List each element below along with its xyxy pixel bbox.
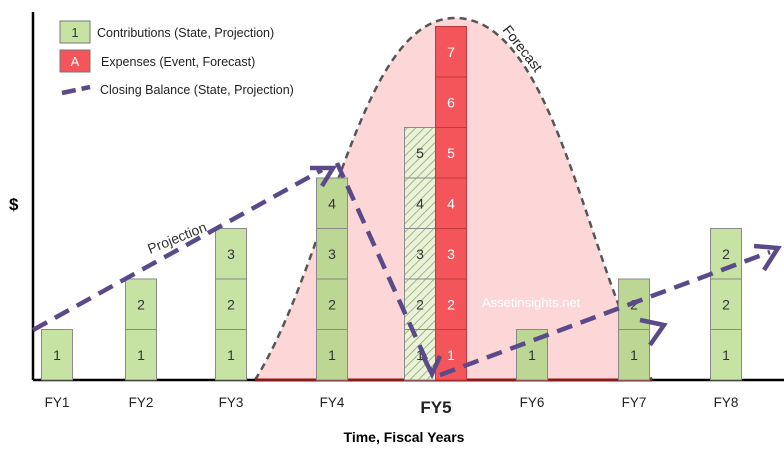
legend-label-closing-balance: Closing Balance (State, Projection): [100, 83, 294, 97]
contribution-block-fy7-1: [618, 329, 650, 381]
expense-label-fy5-6: 6: [447, 94, 455, 110]
expense-label-fy5-1: 1: [447, 347, 455, 363]
contribution-block-fy4-2: [316, 278, 348, 330]
legend-swatch-contributions: [59, 20, 91, 44]
balance-arrowhead-end: [753, 243, 782, 272]
x-tick-fy5: FY5: [420, 398, 451, 417]
balance-arrowhead-drop: [420, 354, 443, 380]
legend-swatch-closing-balance: [61, 84, 91, 96]
x-tick-fy6: FY6: [520, 395, 545, 410]
balance-segment-rise: [31, 168, 324, 332]
legend-label-contributions: Contributions (State, Projection): [97, 26, 274, 40]
x-tick-fy8: FY8: [714, 395, 739, 410]
contribution-label-fy2-1: 1: [137, 347, 145, 363]
legend-swatch-expenses: [59, 49, 91, 73]
contribution-label-fy5-5: 5: [416, 145, 424, 161]
x-tick-fy4: FY4: [320, 395, 345, 410]
contribution-block-fy3-3: [215, 228, 247, 280]
legend-swatch-contributions-text: 1: [71, 25, 78, 40]
x-tick-fy7: FY7: [622, 395, 647, 410]
expense-block-fy5-5: [435, 127, 467, 179]
expense-block-fy5-4: [435, 177, 467, 229]
contribution-label-fy3-3: 3: [227, 246, 235, 262]
contribution-block-fy1-1: [41, 329, 73, 381]
contribution-label-fy1-1: 1: [53, 347, 61, 363]
x-tick-labels: FY1 FY2 FY3 FY4 FY5 FY6 FY7 FY8: [45, 395, 739, 417]
contribution-label-fy4-3: 3: [328, 246, 336, 262]
contribution-block-fy5-5: [404, 127, 436, 179]
contribution-block-fy4-1: [316, 329, 348, 381]
balance-arrowhead-rise: [310, 165, 338, 188]
contribution-label-fy5-2: 2: [416, 296, 424, 312]
x-tick-fy2: FY2: [129, 395, 154, 410]
contribution-block-fy2-2: [125, 278, 157, 330]
contribution-label-fy2-2: 2: [137, 296, 145, 312]
expense-block-fy5-2: [435, 278, 467, 330]
balance-segment-drop: [334, 162, 435, 374]
contribution-label-fy7-1: 1: [630, 347, 638, 363]
balance-segment-recover: [439, 249, 771, 378]
balance-arrowhead-mid: [639, 317, 668, 347]
expense-block-fy5-3: [435, 228, 467, 280]
legend-label-expenses: Expenses (Event, Forecast): [101, 55, 255, 69]
y-axis-title: $: [9, 195, 19, 214]
contribution-block-fy5-2: [404, 278, 436, 330]
expense-label-fy5-4: 4: [447, 195, 455, 211]
contribution-label-fy4-4: 4: [328, 195, 336, 211]
expense-label-fy5-7: 7: [447, 44, 455, 60]
contribution-label-fy5-1: 1: [416, 347, 424, 363]
expense-block-fy5-7: [435, 26, 467, 78]
expense-label-fy5-5: 5: [447, 145, 455, 161]
expense-label-fy5-2: 2: [447, 296, 455, 312]
contribution-block-fy8-2: [710, 278, 742, 330]
contribution-label-fy4-2: 2: [328, 296, 336, 312]
contribution-block-fy5-3: [404, 228, 436, 280]
contribution-label-fy3-2: 2: [227, 296, 235, 312]
x-axis-title: Time, Fiscal Years: [344, 429, 465, 445]
contribution-label-fy8-3: 2: [722, 246, 730, 262]
contribution-label-fy5-4: 4: [416, 195, 424, 211]
bars-layer: 1121231234123451121221234567: [41, 26, 742, 381]
contribution-label-fy8-2: 2: [722, 296, 730, 312]
x-tick-fy3: FY3: [219, 395, 244, 410]
expense-label-fy5-3: 3: [447, 246, 455, 262]
contribution-block-fy4-4: [316, 177, 348, 229]
x-tick-fy1: FY1: [45, 395, 70, 410]
watermark: Assetinsights.net: [482, 295, 581, 310]
contribution-label-fy6-1: 1: [528, 347, 536, 363]
legend-swatch-expenses-text: A: [71, 54, 80, 69]
contribution-label-fy8-1: 1: [722, 347, 730, 363]
contribution-label-fy5-3: 3: [416, 246, 424, 262]
contribution-label-fy4-1: 1: [328, 347, 336, 363]
contribution-label-fy3-1: 1: [227, 347, 235, 363]
closing-balance-lines: [31, 162, 782, 380]
legend: 1 Contributions (State, Projection) A Ex…: [59, 20, 294, 97]
contribution-block-fy3-2: [215, 278, 247, 330]
